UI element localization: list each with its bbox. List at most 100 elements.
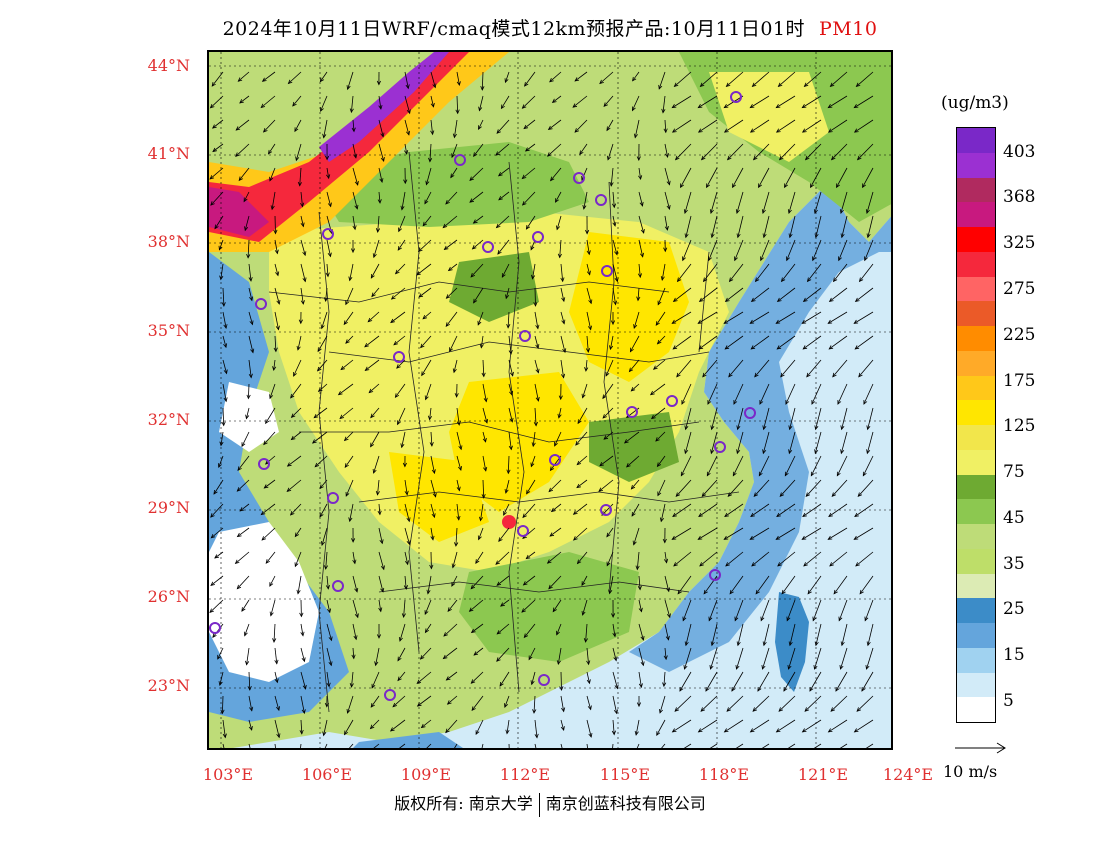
- wind-vector-head: [724, 297, 730, 302]
- wind-vector-head: [352, 225, 357, 231]
- wind-vector-head: [293, 371, 297, 377]
- wind-vector: [378, 191, 381, 204]
- wind-vector-head: [535, 368, 540, 374]
- wind-vector-head: [656, 731, 661, 737]
- wind-vector-head: [269, 176, 274, 182]
- wind-vector-head: [723, 128, 729, 133]
- lon-label-124: 124°E: [882, 765, 934, 784]
- wind-vector: [237, 479, 250, 492]
- wind-vector-head: [697, 728, 703, 733]
- wind-vector: [581, 167, 588, 181]
- wind-vector-head: [809, 686, 814, 692]
- wind-vector: [786, 599, 796, 621]
- wind-vector: [612, 191, 615, 208]
- wind-vector: [352, 599, 359, 618]
- wind-vector-head: [684, 425, 689, 431]
- wind-vector-head: [424, 199, 429, 205]
- wind-vector: [781, 575, 796, 595]
- wind-vector-head: [482, 437, 487, 443]
- wind-vector-head: [220, 709, 225, 715]
- wind-vector: [711, 623, 718, 646]
- wind-vector-head: [374, 661, 379, 667]
- wind-vector-head: [857, 492, 863, 497]
- wind-vector: [416, 671, 432, 684]
- wind-vector-head: [726, 155, 732, 161]
- wind-vector: [508, 335, 512, 354]
- wind-vector: [211, 527, 224, 539]
- wind-vector: [424, 191, 432, 204]
- wind-vector-head: [499, 681, 504, 687]
- wind-vector-head: [500, 104, 505, 110]
- wind-vector: [633, 311, 640, 329]
- wind-vector: [656, 719, 666, 736]
- wind-vector: [480, 335, 484, 348]
- colorbar-swatch: [957, 548, 995, 574]
- wind-vector: [603, 95, 614, 107]
- wind-vector: [731, 671, 744, 692]
- wind-vector-head: [833, 589, 838, 595]
- wind-vector-head: [424, 628, 430, 634]
- wind-vector-head: [861, 686, 866, 692]
- wind-vector-head: [296, 345, 301, 351]
- wind-vector: [248, 695, 253, 711]
- city-marker: [255, 298, 267, 310]
- wind-vector-head: [400, 205, 405, 211]
- wind-vector: [321, 311, 328, 329]
- wind-vector: [375, 647, 380, 666]
- wind-vector: [854, 119, 874, 133]
- wind-vector: [711, 407, 718, 430]
- wind-vector-head: [582, 204, 587, 210]
- wind-vector: [292, 95, 302, 107]
- wind-vector: [427, 575, 432, 594]
- wind-vector: [404, 119, 410, 135]
- wind-vector: [732, 455, 744, 476]
- wind-vector: [803, 551, 822, 567]
- wind-vector: [522, 191, 536, 206]
- wind-vector-head: [263, 484, 269, 489]
- wind-vector-head: [508, 349, 513, 355]
- wind-vector: [550, 167, 562, 181]
- wind-vector-head: [788, 641, 793, 647]
- wind-vector-head: [613, 300, 618, 306]
- wind-vector-head: [497, 250, 502, 255]
- wind-vector: [854, 503, 874, 517]
- city-marker: [626, 406, 638, 418]
- wind-vector: [495, 143, 510, 156]
- wind-vector-head: [246, 394, 251, 400]
- wind-vector-head: [801, 128, 807, 133]
- wind-vector-head: [840, 233, 845, 239]
- wind-vector: [426, 743, 432, 748]
- wind-vector: [776, 719, 796, 733]
- wind-vector: [699, 287, 718, 302]
- copyright-footer: 版权所有: 南京大学 南京创蓝科技有限公司: [0, 790, 1100, 817]
- wind-vector-head: [556, 225, 561, 231]
- city-marker: [538, 674, 550, 686]
- wind-vector-head: [723, 535, 729, 540]
- wind-vector-head: [236, 487, 242, 492]
- wind-vector-head: [451, 581, 456, 587]
- wind-vector-head: [735, 209, 740, 214]
- colorbar-swatch: [957, 573, 995, 599]
- wind-vector: [403, 599, 406, 618]
- wind-vector: [815, 623, 822, 646]
- wind-vector-head: [452, 368, 457, 374]
- wind-vector-head: [247, 686, 252, 691]
- wind-vector: [526, 479, 536, 494]
- wind-vector-head: [725, 562, 730, 567]
- wind-vector: [664, 215, 668, 231]
- wind-vector-head: [378, 104, 383, 110]
- wind-vector-head: [302, 277, 307, 283]
- wind-vector-head: [633, 133, 638, 139]
- wind-vector: [630, 335, 640, 352]
- wind-vector-head: [393, 341, 398, 346]
- wind-vector: [300, 215, 304, 227]
- wind-vector-head: [346, 85, 351, 91]
- wind-vector: [523, 575, 536, 586]
- wind-vector: [781, 263, 796, 282]
- wind-vector: [421, 359, 432, 376]
- wind-vector-head: [456, 515, 461, 521]
- wind-vector-head: [429, 442, 434, 447]
- wind-vector-head: [456, 486, 461, 492]
- wind-vector: [633, 527, 640, 545]
- wind-vector: [862, 167, 874, 188]
